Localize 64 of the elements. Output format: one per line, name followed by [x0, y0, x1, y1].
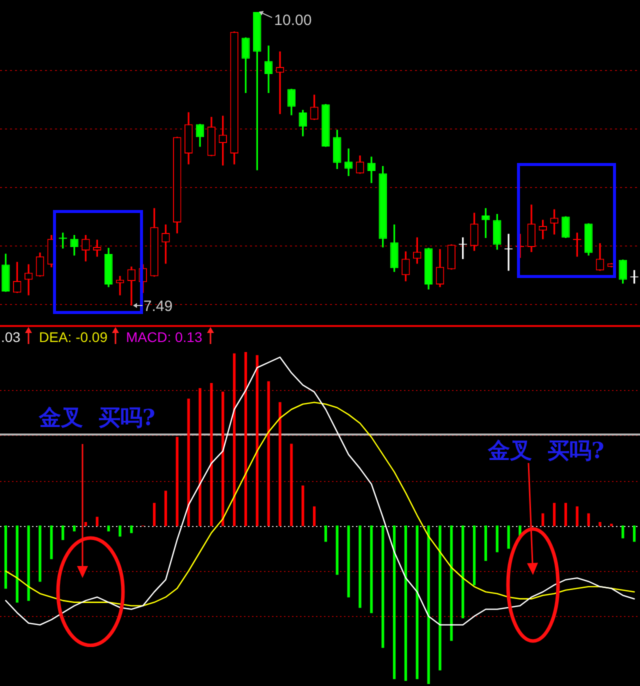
bar [16, 525, 18, 603]
bar [587, 513, 590, 526]
text: .03 [1, 329, 20, 345]
bar [507, 525, 510, 549]
bar [450, 525, 453, 641]
bar [278, 402, 282, 526]
bar [576, 506, 578, 526]
bar [382, 525, 384, 648]
bar [564, 502, 568, 526]
candlestick [24, 264, 33, 296]
bar [96, 516, 98, 526]
bar [336, 525, 338, 575]
bar [416, 525, 418, 680]
bar [484, 525, 488, 561]
bar [312, 506, 316, 526]
bar [176, 436, 178, 526]
bar [256, 355, 258, 526]
annotation: 7.49 [143, 298, 173, 314]
bar [107, 525, 110, 532]
bar [84, 522, 88, 526]
bar [164, 490, 168, 526]
bar [50, 525, 53, 560]
bar [130, 525, 133, 534]
annotation: 金叉 买吗? [488, 438, 604, 464]
bar [472, 525, 476, 586]
bar [118, 525, 122, 537]
text: MACD: 0.13 [126, 329, 202, 345]
candlestick [276, 51, 284, 114]
bar [38, 525, 42, 582]
bar [462, 525, 464, 618]
bar [370, 525, 373, 614]
bar [267, 381, 270, 526]
bar [72, 525, 76, 532]
bar [244, 352, 248, 526]
bar [290, 444, 293, 526]
bar [198, 388, 202, 526]
bar [496, 525, 498, 552]
bar [427, 525, 430, 684]
bar [62, 525, 64, 540]
bar [222, 392, 224, 526]
bar [392, 525, 396, 680]
bar [438, 525, 442, 670]
bar [324, 525, 328, 542]
bar [232, 353, 236, 526]
bar [347, 525, 350, 598]
bar [4, 525, 8, 589]
bar [302, 486, 304, 526]
bar [404, 525, 408, 681]
bar [598, 522, 602, 526]
bar [187, 398, 190, 526]
bar [622, 525, 624, 538]
annotation: 金叉 买吗? [39, 405, 156, 431]
candlestick [344, 148, 353, 176]
text: DEA: -0.09 [39, 329, 108, 345]
candlestick [116, 276, 124, 296]
bar [610, 524, 613, 526]
bar [27, 525, 30, 601]
bar [210, 382, 213, 526]
bar [152, 502, 156, 526]
bar [632, 525, 636, 542]
bar [542, 513, 544, 526]
annotation: 10.00 [274, 12, 312, 29]
bar [358, 525, 362, 608]
bar [552, 502, 556, 526]
